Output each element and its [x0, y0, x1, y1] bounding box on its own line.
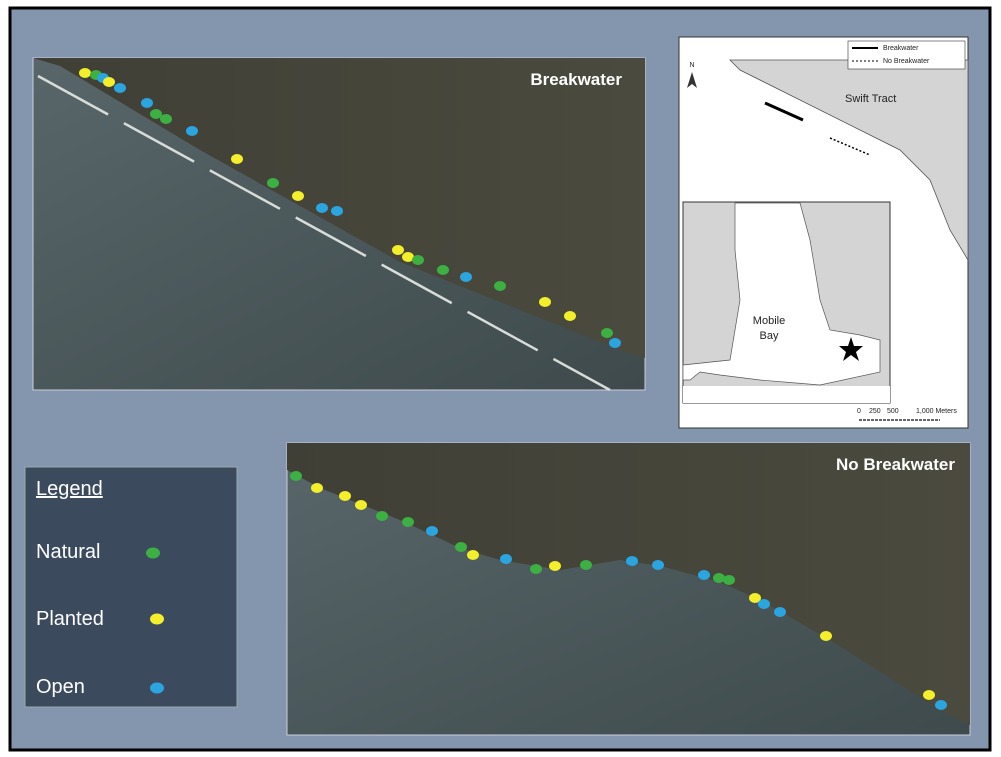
legend-title: Legend	[36, 478, 103, 500]
legend-label: Planted	[36, 608, 104, 630]
map-legend-label: No Breakwater	[883, 58, 930, 65]
breakwater-panel: Breakwater	[33, 58, 645, 390]
site-dot	[311, 483, 323, 493]
site-dot	[231, 154, 243, 164]
scale-label: 1,000 Meters	[916, 408, 957, 415]
no-breakwater-panel: No Breakwater	[287, 443, 970, 735]
locator-map: Breakwater No Breakwater N Swift Tract M…	[679, 37, 968, 428]
site-dot	[580, 560, 592, 570]
site-dot	[331, 206, 343, 216]
site-dot	[392, 245, 404, 255]
place-label: Swift Tract	[845, 93, 896, 105]
figure: Breakwater No Breakwater Breakwater No B…	[0, 0, 1001, 757]
site-dot	[626, 556, 638, 566]
site-dot	[494, 281, 506, 291]
site-dot	[820, 631, 832, 641]
map-legend-label: Breakwater	[883, 45, 919, 52]
site-dot	[316, 203, 328, 213]
site-dot	[355, 500, 367, 510]
site-dot	[530, 564, 542, 574]
site-dot	[376, 511, 388, 521]
site-dot	[500, 554, 512, 564]
scale-label: 0	[857, 408, 861, 415]
site-dot	[103, 77, 115, 87]
site-dot	[564, 311, 576, 321]
site-dot	[923, 690, 935, 700]
site-dot	[339, 491, 351, 501]
site-dot	[150, 109, 162, 119]
gulf	[683, 386, 890, 403]
site-dot	[698, 570, 710, 580]
panel-label: No Breakwater	[836, 455, 955, 474]
site-dot	[774, 607, 786, 617]
site-dot	[186, 126, 198, 136]
legend-dot	[150, 614, 164, 625]
site-dot	[426, 526, 438, 536]
panel-label: Breakwater	[530, 70, 622, 89]
site-dot	[467, 550, 479, 560]
legend-box	[25, 467, 237, 707]
site-dot	[539, 297, 551, 307]
site-dot	[290, 471, 302, 481]
site-dot	[114, 83, 126, 93]
legend-dot	[146, 548, 160, 559]
legend-label: Natural	[36, 541, 100, 563]
site-dot	[935, 700, 947, 710]
site-dot	[141, 98, 153, 108]
site-dot	[723, 575, 735, 585]
site-dot	[609, 338, 621, 348]
site-dot	[455, 542, 467, 552]
site-dot	[79, 68, 91, 78]
site-dot	[412, 255, 424, 265]
site-dot	[652, 560, 664, 570]
site-dot	[601, 328, 613, 338]
site-dot	[437, 265, 449, 275]
site-dot	[267, 178, 279, 188]
legend: Legend Natural Planted Open	[25, 467, 237, 707]
site-dot	[160, 114, 172, 124]
site-dot	[758, 599, 770, 609]
site-dot	[460, 272, 472, 282]
scale-label: 500	[887, 408, 899, 415]
north-label: N	[689, 62, 694, 69]
legend-label: Open	[36, 676, 85, 698]
legend-dot	[150, 683, 164, 694]
site-dot	[292, 191, 304, 201]
site-dot	[402, 517, 414, 527]
bay-label: Mobile	[753, 315, 785, 327]
site-dot	[713, 573, 725, 583]
site-dot	[549, 561, 561, 571]
bay-label: Bay	[760, 330, 779, 342]
scale-label: 250	[869, 408, 881, 415]
